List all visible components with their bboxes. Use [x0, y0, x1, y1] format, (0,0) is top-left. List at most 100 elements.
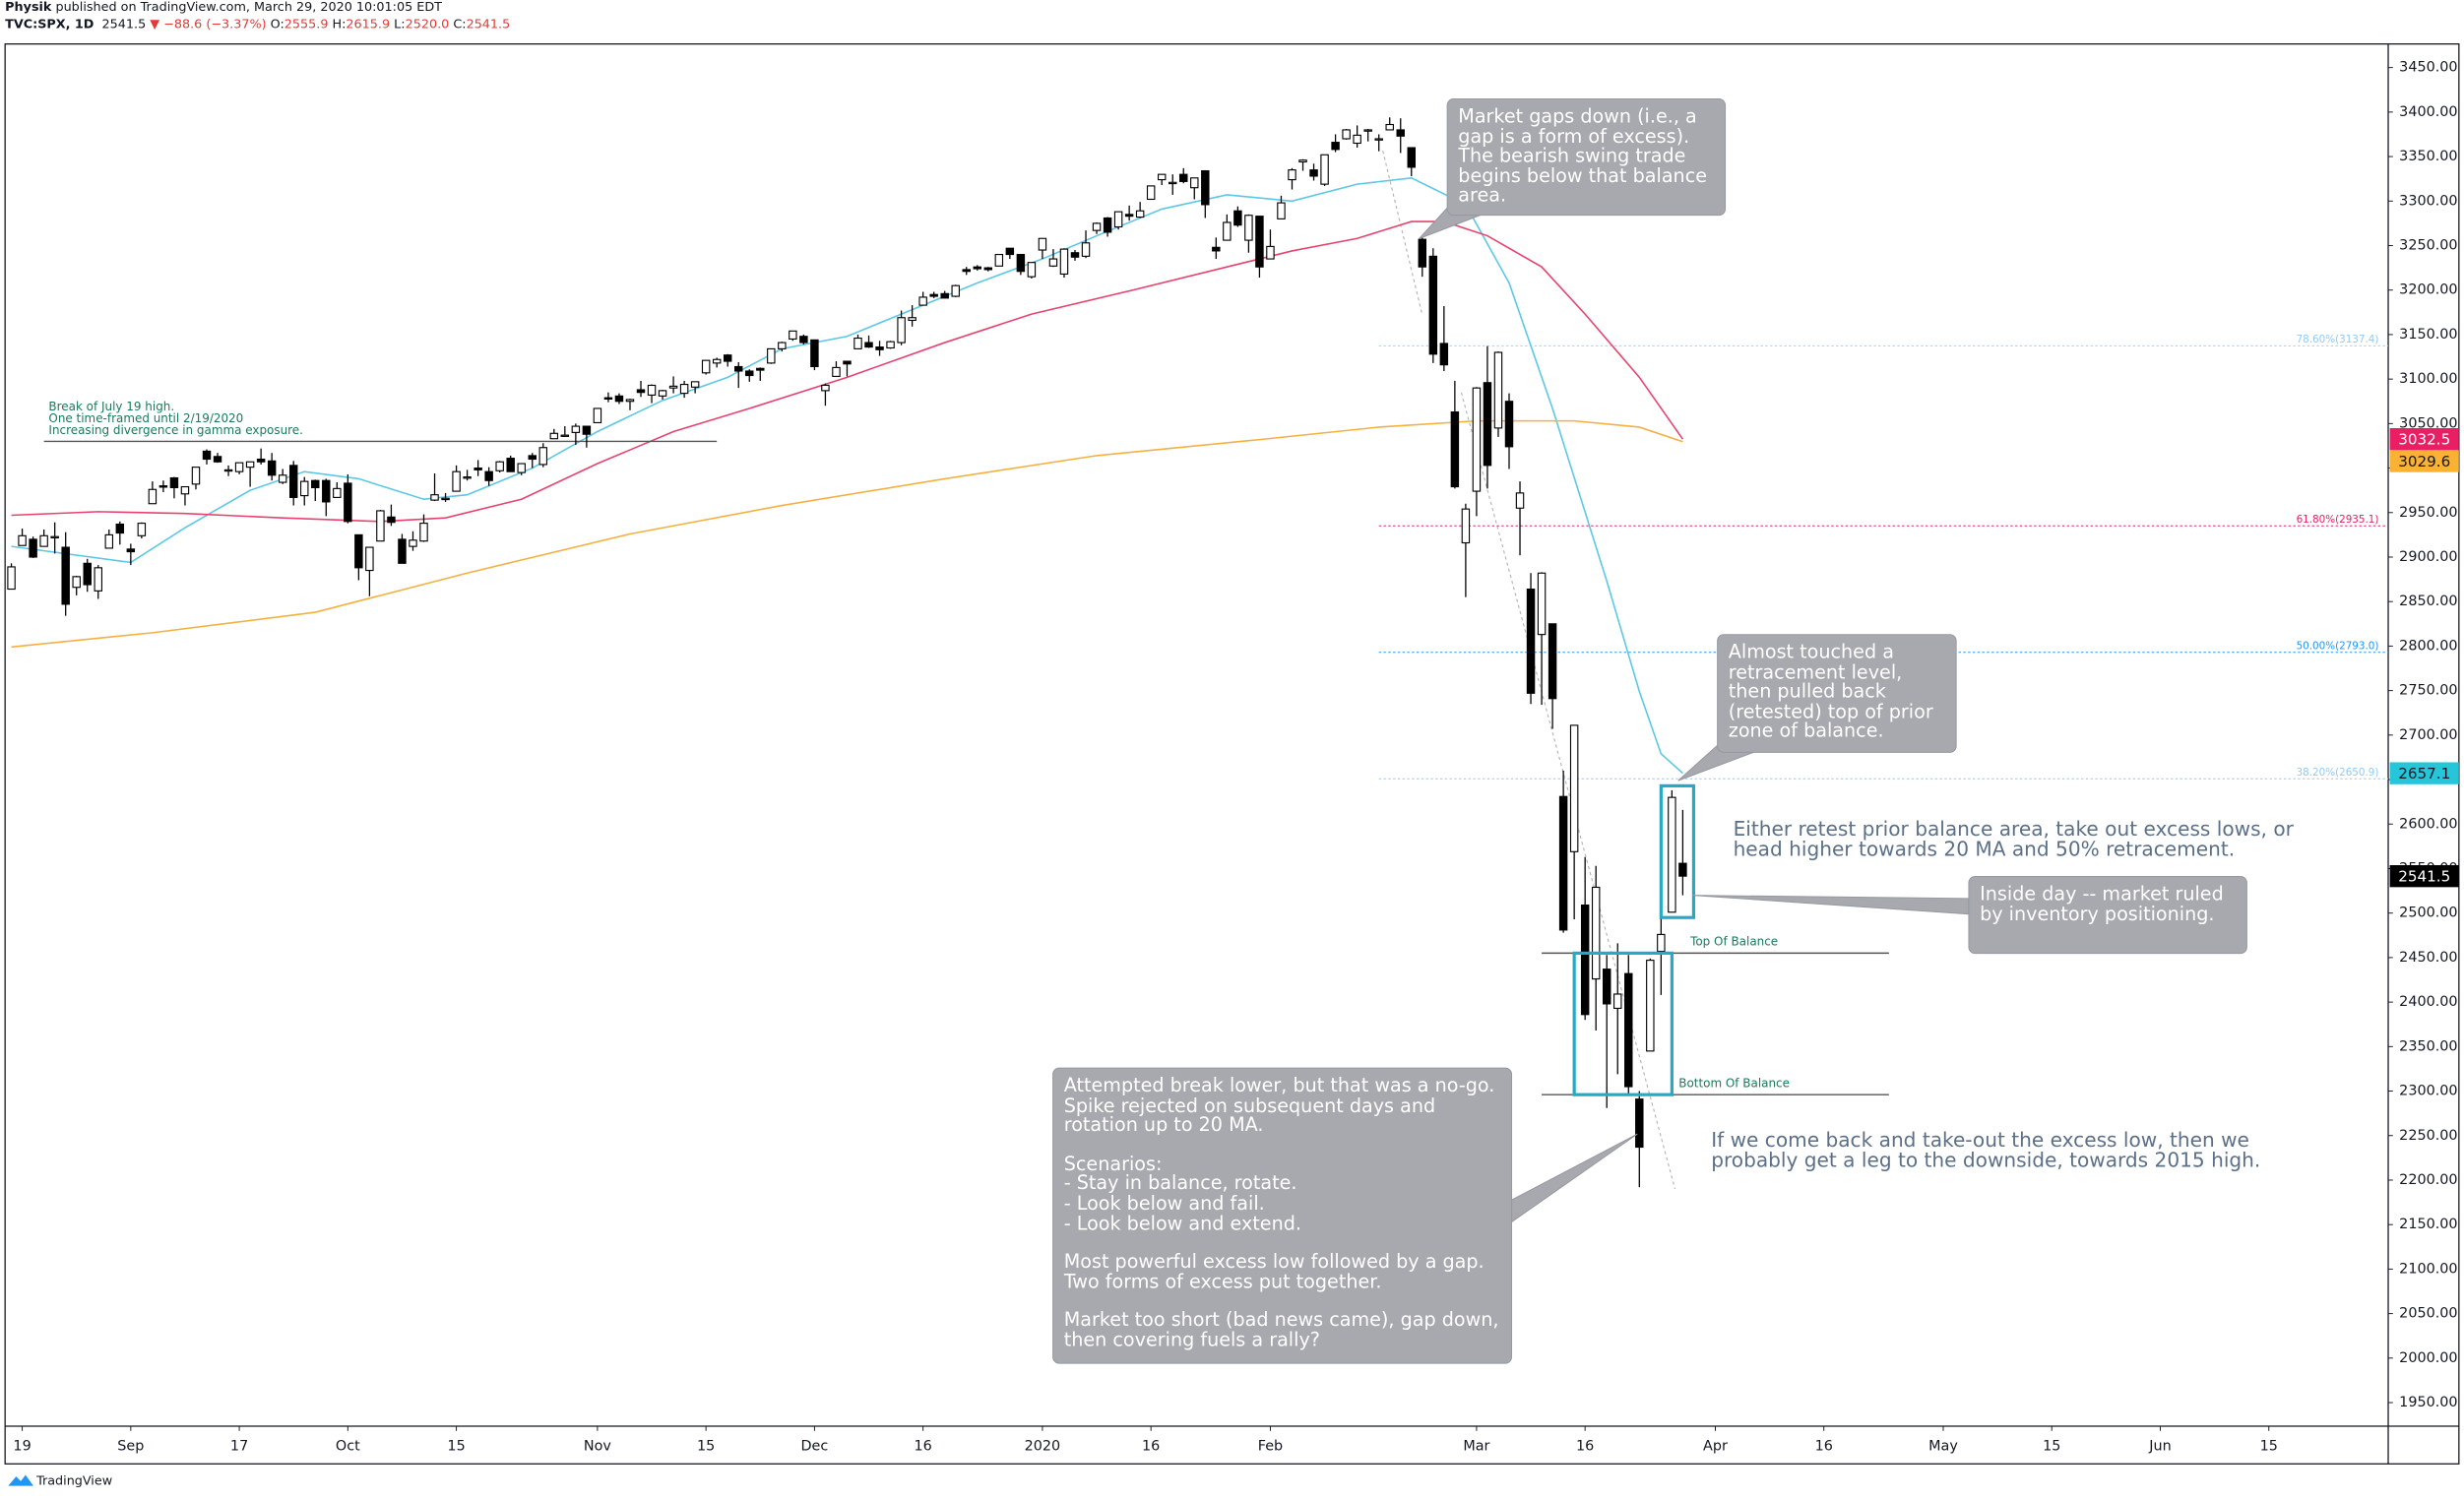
candle-body [1201, 169, 1210, 206]
candle-body [495, 461, 504, 471]
x-tick-label: 15 [2043, 1439, 2060, 1455]
candle-body [1038, 237, 1047, 251]
candle-body [267, 460, 277, 476]
candle-body [61, 546, 70, 605]
candle-body [1233, 210, 1242, 226]
candle-body [180, 485, 190, 495]
price-label: 3032.5 [2398, 430, 2450, 448]
candle-body [1059, 248, 1069, 275]
candle-body [701, 359, 711, 374]
moving-average [11, 419, 1683, 649]
note: If we come back and take-out the excess … [1711, 1129, 2260, 1169]
candle-body [1407, 147, 1417, 168]
candle-body [409, 539, 417, 547]
logo [8, 1474, 33, 1486]
candle-body [810, 339, 819, 368]
price-label: 2657.1 [2398, 765, 2450, 782]
candle-body [223, 469, 233, 472]
callout: Market gaps down (i.e., a gap is a form … [1458, 107, 1717, 206]
ohlc-value: 2615.9 [346, 16, 391, 31]
candle-body [1277, 202, 1286, 219]
candle-body [1016, 253, 1026, 273]
brand: TradingView [35, 1473, 112, 1488]
y-tick-label: 3050.00 [2399, 415, 2457, 431]
x-tick-label: Oct [336, 1439, 360, 1455]
candle-body [1472, 387, 1482, 492]
candle-body [365, 546, 374, 572]
candle-body [690, 381, 700, 388]
note: Either retest prior balance area, take o… [1733, 818, 2294, 861]
candle-body [767, 347, 776, 364]
candle-body [104, 533, 114, 549]
callout-text: Inside day -- market ruled by inventory … [1980, 884, 2239, 923]
header-text: Physik published on TradingView.com, Mar… [5, 0, 1262, 33]
x-tick-label: Dec [801, 1439, 829, 1455]
y-tick-label: 2050.00 [2399, 1306, 2457, 1322]
candle-body [452, 470, 461, 492]
candle-body [1190, 177, 1199, 189]
candle-body [679, 384, 689, 395]
ohlc-label: H: [332, 16, 347, 31]
candle-body [322, 479, 331, 503]
candle-body [745, 370, 754, 377]
x-tick-label: 19 [13, 1439, 31, 1455]
price-label: 3029.6 [2398, 453, 2450, 470]
candle-body [398, 538, 407, 564]
x-tick-label: 2020 [1025, 1439, 1061, 1455]
price-label-bg [2389, 450, 2459, 472]
x-tick-label: 15 [697, 1439, 715, 1455]
candle-body [1255, 216, 1264, 268]
candle-body [918, 296, 927, 306]
candle-body [1266, 245, 1275, 260]
y-tick-label: 1950.00 [2399, 1395, 2457, 1410]
candle-body [636, 389, 646, 394]
candle-body [843, 360, 852, 365]
y-tick-label: 2200.00 [2399, 1172, 2457, 1188]
level-text: One time-framed until 2/19/2020 [48, 411, 243, 425]
x-tick-label: 16 [1815, 1439, 1833, 1455]
candle-body [712, 358, 722, 364]
candle-body [908, 317, 916, 322]
candle-body [1363, 129, 1372, 132]
y-tick-label: 2950.00 [2399, 505, 2457, 521]
callout-text: Market gaps down (i.e., a gap is a form … [1458, 107, 1717, 206]
candle-body [1320, 154, 1329, 185]
header-line: TVC:SPX, 1D 2541.5 ▼ −88.6 (−3.37%) O:25… [5, 17, 1262, 33]
candle-body [929, 293, 938, 297]
y-tick-label: 2450.00 [2399, 950, 2457, 966]
candle-body [311, 479, 320, 489]
ohlc-value: 2555.9 [284, 16, 329, 31]
candle-body [1613, 993, 1622, 1010]
candle-body [1124, 214, 1134, 218]
candle-body [1428, 255, 1438, 355]
last-price: 2541.5 [101, 16, 147, 31]
x-tick-label: 16 [1576, 1439, 1594, 1455]
candle-body [1298, 159, 1307, 163]
candle-body [1439, 343, 1449, 366]
note-text: Either retest prior balance area, take o… [1733, 818, 2294, 861]
candle-body [50, 535, 59, 539]
candle-body [614, 395, 624, 403]
y-tick-label: 2150.00 [2399, 1217, 2457, 1232]
candle-body [191, 467, 201, 485]
candle-body [506, 458, 515, 472]
ohlc-label: L: [394, 16, 406, 31]
candle-body [1602, 969, 1611, 1005]
candle-body [886, 341, 895, 349]
candle-body [158, 485, 168, 488]
author: Physik [5, 0, 52, 15]
fib-label: 78.60%(3137.4) [2297, 334, 2379, 345]
candle-body [1103, 217, 1112, 233]
candle-body [1450, 411, 1460, 488]
candle-body [560, 434, 570, 437]
candle-body [354, 533, 363, 569]
level-label: Bottom Of Balance [1678, 1076, 1790, 1090]
price-label-bg [2389, 428, 2459, 451]
candle-body [137, 523, 147, 536]
candle-body [1580, 904, 1590, 1016]
x-tick-label: Sep [117, 1439, 144, 1455]
candle-body [734, 365, 743, 372]
candle-body [148, 488, 158, 505]
